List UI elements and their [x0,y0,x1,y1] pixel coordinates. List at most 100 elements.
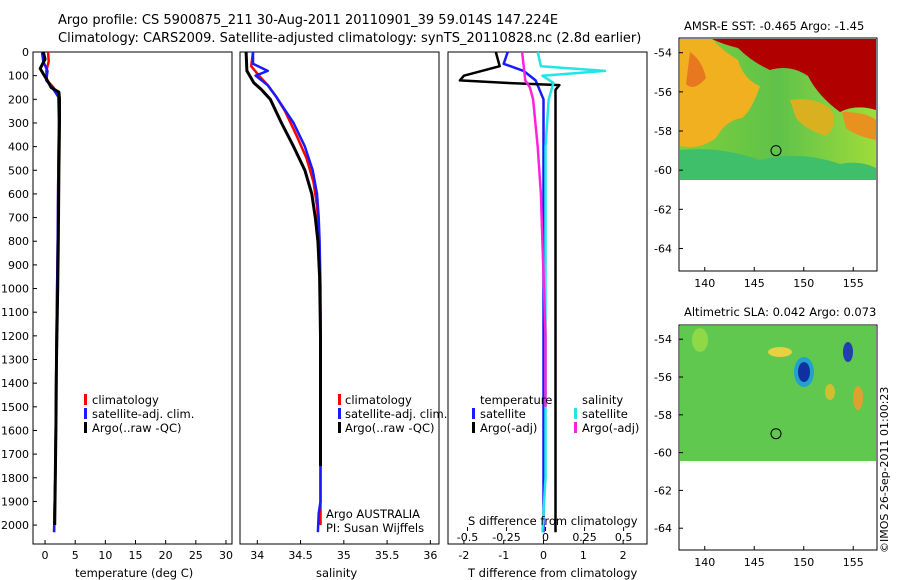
sst-cool-band [680,149,876,180]
x-tick-label: 15 [129,549,143,562]
lon-tick-label: 155 [843,277,864,290]
difference-profiles [458,51,607,533]
depth-tick-label: 1100 [1,306,29,319]
legend-label-argo: Argo(..raw -QC) [345,421,435,435]
series-line-temp-argo [458,51,561,533]
legend-header-temperature: temperature [480,393,552,407]
x-tick-label: 30 [219,549,233,562]
float-position-marker [770,145,782,157]
x-tick-label: 36 [423,549,437,562]
sst-warm-region [680,39,876,112]
depth-tick-label: 2000 [1,519,29,532]
x-tick-label: 10 [98,549,112,562]
depth-tick-label: 900 [8,259,29,272]
salinity-profiles [244,51,322,533]
sla-map-panel: Altimetric SLA: 0.042 Argo: 0.073 -54 -56… [654,305,878,569]
sla-low-core [798,362,810,382]
lon-tick-label: 155 [843,556,864,569]
legend-swatch-argo [338,422,341,433]
legend-swatch-satellite [338,408,341,419]
x-tick-label: 35 [337,549,351,562]
lat-tick-label: -54 [654,333,672,346]
lat-tick-label: -58 [654,125,672,138]
depth-tick-label: 300 [8,117,29,130]
lat-tick-label: -60 [654,164,672,177]
depth-tick-label: 800 [8,235,29,248]
lon-tick-label: 145 [744,277,765,290]
x-tick-label: -2 [458,549,469,562]
depth-tick-label: 200 [8,93,29,106]
x-tick-label: 1 [580,549,587,562]
depth-tick-label: 600 [8,188,29,201]
legend-swatch-sal-satellite [574,408,577,419]
difference-legend: temperature salinity satellite Argo(-adj… [472,393,639,435]
x-tick-label: 20 [159,549,173,562]
sst-orange-patch [686,52,706,87]
depth-tick-label: 100 [8,70,29,83]
x-tick-label: 5 [72,549,79,562]
depth-tick-label: 1700 [1,448,29,461]
lat-tick-label: -64 [654,242,672,255]
s-tick-label: -0.25 [492,531,520,544]
lat-tick-label: -54 [654,47,672,60]
legend-label-climatology: climatology [345,393,412,407]
title-line-2: Climatology: CARS2009. Satellite-adjuste… [58,31,641,46]
legend-swatch-temp-satellite [472,408,475,419]
depth-tick-label: 400 [8,141,29,154]
sla-field [680,326,876,461]
float-position-marker [770,428,782,440]
sst-map-title: AMSR-E SST: -0.465 Argo: -1.45 [684,19,864,33]
lon-tick-label: 140 [694,556,715,569]
sla-high-patch-mid [825,384,835,400]
temperature-profiles [38,51,61,533]
sla-high-patch-east [853,386,863,410]
series-line-temp-satellite [502,51,545,533]
depth-tick-label: 1300 [1,354,29,367]
sla-high-patch [768,347,792,357]
lat-tick-label: -62 [654,484,672,497]
s-tick-label: 0.25 [572,531,597,544]
x-tick-label: 35.5 [375,549,400,562]
depth-tick-label: 1000 [1,283,29,296]
temperature-panel: 0100200300400500600700800900100011001200… [1,46,233,580]
legend-label-satellite: satellite-adj. clim. [92,407,194,421]
s-difference-x-label: S difference from climatology [468,514,638,528]
legend-swatch-climatology [84,394,87,405]
depth-axis: 0 100 200 300 400 500 600 700 800 900 1000 1100 1200… [1,46,37,532]
s-difference-x-axis: -0.5 -0.25 0 0.25 0.5 [457,527,632,544]
float-pi-annotation: PI: Susan Wijffels [326,521,424,535]
t-difference-x-axis: -2 -1 0 1 2 [458,540,627,562]
legend-label-sal-argo: Argo(-adj) [582,421,639,435]
salinity-x-axis: 34 34.5 35 35.5 36 [250,540,437,562]
depth-tick-label: 0 [22,46,29,59]
depth-tick-label: 1600 [1,424,29,437]
depth-tick-label: 1200 [1,330,29,343]
depth-tick-label: 500 [8,164,29,177]
sla-map-lat-axis: -54 -56 -58 -60 -62 -64 [654,333,683,535]
legend-swatch-temp-argo [472,422,475,433]
sst-yellow-patch [790,99,835,136]
temperature-x-axis: 0 5 10 15 20 25 30 [42,540,233,562]
sst-map-panel: AMSR-E SST: -0.465 Argo: -1.45 -54 -56 -58… [654,19,878,290]
sla-low-east [843,342,853,362]
sla-map-title: Altimetric SLA: 0.042 Argo: 0.073 [684,305,876,319]
depth-tick-label: 1800 [1,472,29,485]
lat-tick-label: -64 [654,522,672,535]
sst-field [680,39,876,180]
x-tick-label: 34.5 [288,549,313,562]
temperature-axes-frame [32,51,233,545]
legend-label-sal-satellite: satellite [582,407,628,421]
series-line-argo [244,51,322,466]
lon-tick-label: 145 [744,556,765,569]
s-tick-label: 0 [542,531,549,544]
salinity-axes-frame [239,51,440,545]
depth-tick-label: 1500 [1,401,29,414]
x-tick-label: 2 [620,549,627,562]
float-owner-annotation: Argo AUSTRALIA [326,507,420,521]
legend-swatch-argo [84,422,87,433]
lat-tick-label: -56 [654,86,672,99]
temperature-legend: climatology satellite-adj. clim. Argo(..… [84,393,194,435]
legend-label-temp-argo: Argo(-adj) [480,421,537,435]
lat-tick-label: -56 [654,371,672,384]
